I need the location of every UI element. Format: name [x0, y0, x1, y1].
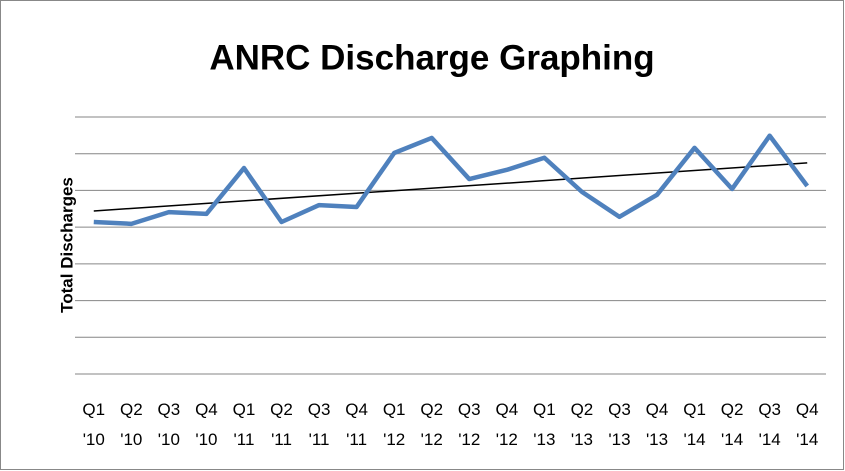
chart-title: ANRC Discharge Graphing	[209, 38, 654, 77]
x-tick-label: Q1 '10	[82, 400, 106, 449]
x-tick-label: Q4 '14	[795, 400, 819, 449]
x-tick-label: Q4 '11	[345, 400, 368, 449]
x-tick-label: Q1 '13	[533, 400, 556, 449]
x-tick-label: Q3 '14	[758, 400, 782, 449]
x-tick-label: Q2 '11	[270, 400, 293, 449]
x-tick-label: Q2 '13	[570, 400, 594, 449]
x-tick-label: Q3 '12	[457, 400, 481, 449]
x-tick-label: Q1 '12	[382, 400, 406, 449]
y-axis-label: Total Discharges	[57, 177, 76, 313]
x-tick-label: Q1 '14	[683, 400, 706, 449]
x-tick-label: Q3 '11	[307, 400, 331, 449]
x-tick-label: Q2 '10	[119, 400, 143, 449]
x-tick-label: Q3 '13	[608, 400, 631, 449]
x-tick-label: Q4 '10	[195, 400, 218, 449]
x-tick-label: Q2 '14	[720, 400, 744, 449]
x-tick-label: Q2 '12	[420, 400, 444, 449]
x-tick-label: Q4 '13	[645, 400, 669, 449]
x-tick-label: Q1 '11	[232, 400, 256, 449]
x-tick-label: Q3 '10	[157, 400, 181, 449]
x-tick-label: Q4 '12	[495, 400, 519, 449]
line-series	[93, 133, 810, 227]
